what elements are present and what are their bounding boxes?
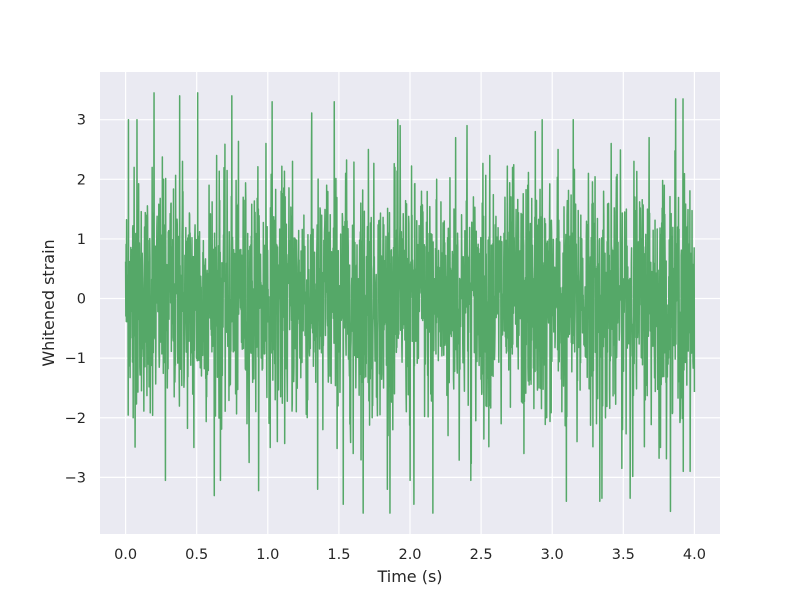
x-tick-label: 4.0 bbox=[683, 547, 706, 563]
y-axis-label: Whitened strain bbox=[39, 239, 58, 366]
x-tick-label: 2.5 bbox=[470, 547, 493, 563]
y-tick-label: 1 bbox=[77, 232, 86, 248]
x-tick-label: 0.5 bbox=[185, 547, 208, 563]
y-tick-label: −1 bbox=[65, 351, 86, 367]
y-tick-label: −3 bbox=[65, 470, 86, 486]
y-tick-label: 0 bbox=[77, 292, 86, 308]
x-tick-label: 1.5 bbox=[327, 547, 350, 563]
y-axis-ticks: −3 −2 −1 0 1 2 3 bbox=[65, 113, 86, 487]
x-tick-label: 1.0 bbox=[256, 547, 279, 563]
x-tick-label: 2.0 bbox=[398, 547, 421, 563]
series-layer bbox=[124, 92, 696, 514]
x-axis-label: Time (s) bbox=[376, 567, 442, 586]
x-tick-label: 3.5 bbox=[612, 547, 635, 563]
series-line-whitened-strain bbox=[124, 92, 696, 514]
x-tick-label: 0.0 bbox=[114, 547, 137, 563]
y-tick-label: −2 bbox=[65, 411, 86, 427]
y-tick-label: 3 bbox=[77, 113, 86, 129]
x-axis-ticks: 0.0 0.5 1.0 1.5 2.0 2.5 3.0 3.5 4.0 bbox=[114, 547, 706, 563]
x-tick-label: 3.0 bbox=[541, 547, 564, 563]
y-tick-label: 2 bbox=[77, 172, 86, 188]
